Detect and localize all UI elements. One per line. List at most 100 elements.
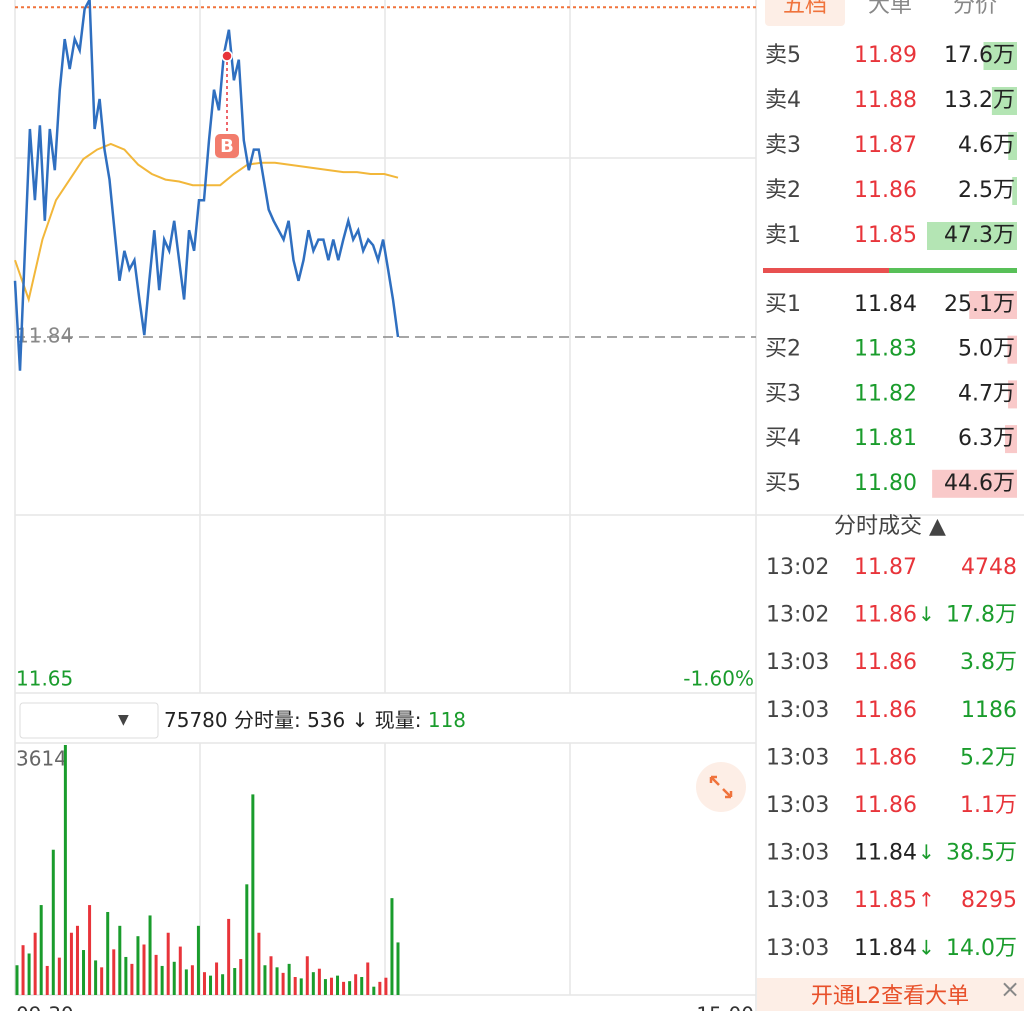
level-label: 买2 <box>765 337 801 362</box>
trade-time: 13:02 <box>766 603 829 628</box>
volume-bg <box>1007 335 1017 364</box>
trade-price: 11.87 <box>854 555 917 580</box>
volume-total: 75780 <box>164 708 228 732</box>
volume-bar <box>82 950 86 995</box>
volume-bar <box>372 986 376 995</box>
volume-bg <box>1012 177 1017 205</box>
level-volume: 6.3万 <box>958 426 1015 451</box>
volume-bar <box>88 905 92 995</box>
trade-price: 11.86 <box>854 793 917 818</box>
volume-bar <box>75 925 79 995</box>
volume-bar <box>100 967 104 995</box>
level-price: 11.87 <box>854 133 917 158</box>
trade-time: 13:03 <box>766 650 829 675</box>
level-volume: 47.3万 <box>944 223 1015 248</box>
volume-bar <box>323 979 327 995</box>
level-price: 11.85 <box>854 223 917 248</box>
trade-time: 13:03 <box>766 698 829 723</box>
banner-text[interactable]: 开通L2查看大单 <box>811 984 969 1009</box>
trade-time: 13:03 <box>766 888 829 913</box>
volume-bar <box>329 977 333 995</box>
volume-bar <box>227 918 231 995</box>
volume-bar <box>245 884 249 995</box>
tab[interactable]: 五档 <box>783 0 827 18</box>
trade-arrow: ↑ <box>918 888 935 912</box>
volume-bar <box>118 925 122 995</box>
volume-bar <box>21 945 25 995</box>
level-label: 买4 <box>765 426 801 451</box>
tab[interactable]: 大单 <box>868 0 912 18</box>
level-volume: 5.0万 <box>958 337 1015 362</box>
marker-dot <box>221 50 233 62</box>
trade-volume: 1.1万 <box>960 793 1017 818</box>
time-start: 09:30 <box>16 1003 74 1011</box>
trade-price: 11.84 <box>854 936 917 961</box>
volume-bar <box>287 963 291 995</box>
volume-bar <box>342 981 346 995</box>
volume-bar <box>130 963 134 995</box>
banner-close[interactable]: × <box>1000 975 1020 1003</box>
volume-bar <box>69 932 73 995</box>
trade-volume: 5.2万 <box>960 745 1017 770</box>
level-price: 11.84 <box>854 292 917 317</box>
trade-arrow: ↓ <box>918 935 935 959</box>
volume-bar <box>257 932 261 995</box>
volume-bar <box>299 978 303 995</box>
trade-time: 13:03 <box>766 841 829 866</box>
price-line <box>13 0 400 371</box>
volume-bar <box>178 946 182 995</box>
volume-bar <box>45 965 49 995</box>
level-label: 卖4 <box>765 88 801 113</box>
trade-volume: 14.0万 <box>946 936 1017 961</box>
volume-bar <box>202 972 206 995</box>
trade-price: 11.86 <box>854 603 917 628</box>
volume-bar <box>263 965 267 995</box>
volume-bar <box>305 956 309 995</box>
tab[interactable]: 分价 <box>953 0 997 18</box>
level-price: 11.86 <box>854 178 917 203</box>
volume-bar <box>221 974 225 995</box>
volume-bg <box>991 87 1017 115</box>
volume-bar <box>233 968 237 995</box>
volume-current-label: 现量: <box>375 708 428 732</box>
volume-bar <box>396 942 400 995</box>
volume-bar <box>366 962 370 995</box>
trade-volume: 38.5万 <box>946 841 1017 866</box>
volume-bar <box>239 959 243 995</box>
level-label: 卖1 <box>765 223 801 248</box>
level-volume: 13.2万 <box>944 88 1015 113</box>
level-volume: 4.7万 <box>958 381 1015 406</box>
level-price: 11.89 <box>854 43 917 68</box>
volume-bar <box>275 967 279 995</box>
volume-bar <box>136 936 140 995</box>
volume-summary: 75780 分时量: 536 ↓ 现量: 118 <box>164 708 466 732</box>
volume-bar <box>317 968 321 995</box>
prev-close-label: 11.84 <box>16 324 73 348</box>
banner-bg[interactable] <box>757 978 1024 1011</box>
volume-bar <box>172 961 176 995</box>
volume-bar <box>190 965 194 995</box>
volume-bar <box>184 969 188 995</box>
level-volume: 17.6万 <box>944 43 1015 68</box>
level-label: 卖3 <box>765 133 801 158</box>
trade-price: 11.84 <box>854 841 917 866</box>
volume-bar <box>160 965 164 995</box>
level-price: 11.80 <box>854 471 917 496</box>
volume-bar <box>378 981 382 995</box>
volume-bar <box>311 972 315 995</box>
volume-dropdown[interactable] <box>19 702 159 739</box>
level-price: 11.83 <box>854 337 917 362</box>
expand-button[interactable] <box>696 762 746 812</box>
volume-bar <box>336 975 340 995</box>
volume-bar <box>390 898 394 995</box>
volume-bar <box>51 849 55 995</box>
level-price: 11.82 <box>854 381 917 406</box>
trade-price: 11.86 <box>854 745 917 770</box>
volume-bg <box>932 469 1017 498</box>
volume-bg <box>983 42 1017 70</box>
volume-max-label: 3614 <box>16 747 67 771</box>
volume-bar <box>166 932 170 995</box>
trade-volume: 17.8万 <box>946 603 1017 628</box>
trade-volume: 1186 <box>961 698 1017 723</box>
volume-bar <box>63 745 67 995</box>
